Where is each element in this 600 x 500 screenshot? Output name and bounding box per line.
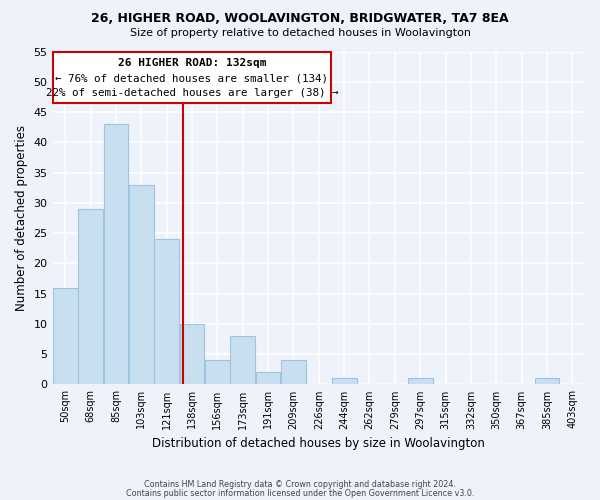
Bar <box>230 336 255 384</box>
Bar <box>256 372 280 384</box>
Bar <box>154 239 179 384</box>
Bar <box>78 209 103 384</box>
FancyBboxPatch shape <box>53 52 331 103</box>
Text: 22% of semi-detached houses are larger (38) →: 22% of semi-detached houses are larger (… <box>46 88 338 98</box>
Bar <box>281 360 306 384</box>
Text: ← 76% of detached houses are smaller (134): ← 76% of detached houses are smaller (13… <box>55 74 328 84</box>
Bar <box>205 360 230 384</box>
Bar <box>535 378 559 384</box>
Bar <box>53 288 77 384</box>
Text: Contains HM Land Registry data © Crown copyright and database right 2024.: Contains HM Land Registry data © Crown c… <box>144 480 456 489</box>
Bar <box>332 378 356 384</box>
X-axis label: Distribution of detached houses by size in Woolavington: Distribution of detached houses by size … <box>152 437 485 450</box>
Y-axis label: Number of detached properties: Number of detached properties <box>15 125 28 311</box>
Bar <box>408 378 433 384</box>
Text: Size of property relative to detached houses in Woolavington: Size of property relative to detached ho… <box>130 28 470 38</box>
Bar <box>129 184 154 384</box>
Text: Contains public sector information licensed under the Open Government Licence v3: Contains public sector information licen… <box>126 488 474 498</box>
Bar <box>179 324 205 384</box>
Bar <box>104 124 128 384</box>
Text: 26, HIGHER ROAD, WOOLAVINGTON, BRIDGWATER, TA7 8EA: 26, HIGHER ROAD, WOOLAVINGTON, BRIDGWATE… <box>91 12 509 26</box>
Text: 26 HIGHER ROAD: 132sqm: 26 HIGHER ROAD: 132sqm <box>118 58 266 68</box>
